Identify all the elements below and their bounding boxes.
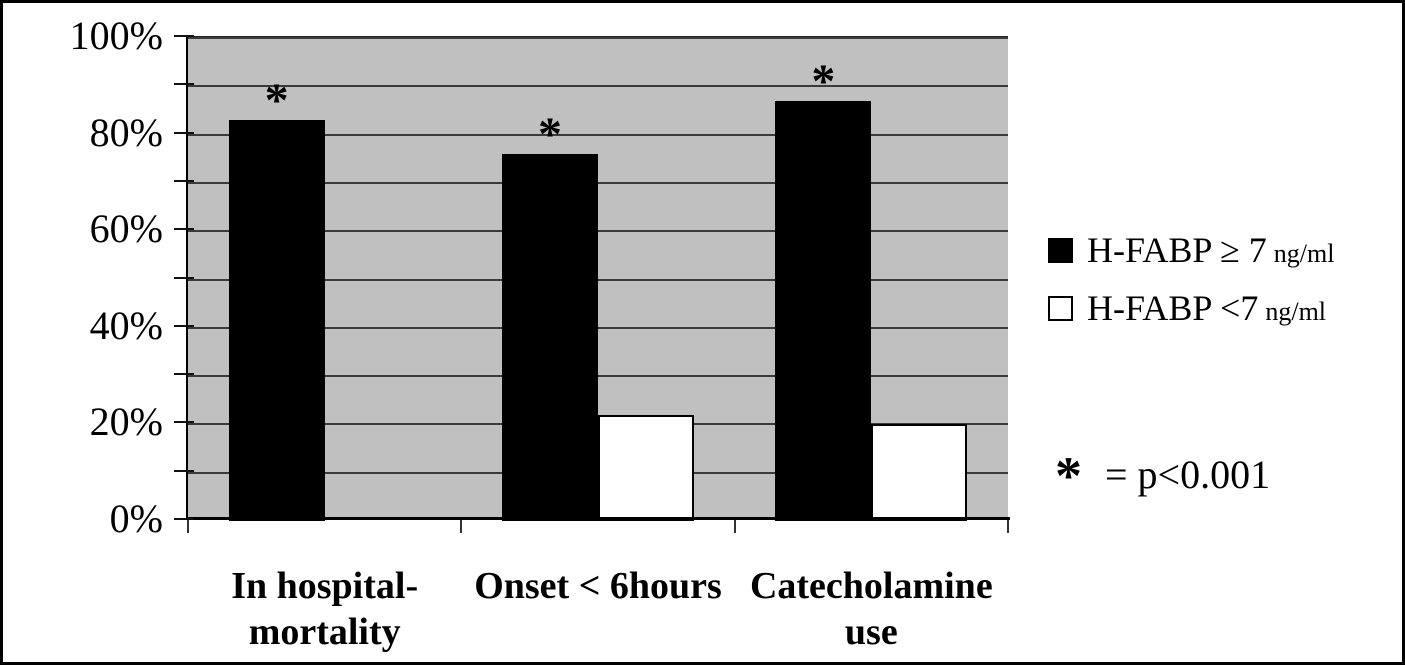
y-axis-tick: [174, 179, 194, 182]
p-value-note: = p<0.001: [1105, 452, 1271, 497]
significance-asterisk: *: [538, 107, 562, 161]
bar-series2-2: [598, 414, 694, 521]
y-axis-tick: [174, 518, 194, 520]
gridline-90: [188, 85, 1008, 88]
bar-series2-3: [871, 424, 968, 521]
legend: H-FABP ≥ 7 ng/ml H-FABP <7 ng/ml: [1048, 227, 1334, 343]
y-axis-label-80: 80%: [89, 109, 163, 155]
x-axis-label-3: Catecholamine use: [749, 565, 993, 653]
y-axis-label-0: 0%: [109, 496, 163, 541]
y-axis-tick: [174, 276, 194, 279]
gridline-50: [188, 278, 1008, 281]
y-axis-tick: [174, 373, 194, 376]
gridline-70: [188, 181, 1008, 184]
legend-unit: ng/ml: [1265, 297, 1327, 326]
bar-series1-3: [775, 100, 872, 521]
asterisk-symbol: *: [1055, 446, 1082, 506]
legend-swatch-filled-icon: [1048, 237, 1073, 263]
gridline-60: [188, 230, 1008, 233]
x-axis-label-1: In hospital-mortality: [231, 565, 419, 653]
legend-unit: ng/ml: [1273, 239, 1335, 268]
x-axis-label-2: Onset < 6hours: [474, 565, 722, 607]
significance-asterisk: *: [811, 54, 836, 108]
gridline-40: [188, 326, 1008, 329]
legend-label: H-FABP <7: [1087, 288, 1259, 328]
plot-area: * * *: [188, 36, 1008, 521]
x-axis-tick: [187, 520, 189, 533]
y-axis-label-20: 20%: [89, 399, 163, 445]
x-axis-tick: [1007, 520, 1009, 533]
gridline-30: [188, 375, 1008, 378]
legend-entry-text: H-FABP ≥ 7 ng/ml: [1087, 229, 1334, 271]
legend-entry-text: H-FABP <7 ng/ml: [1087, 287, 1326, 329]
legend-item-hfabp-ge-7: H-FABP ≥ 7 ng/ml: [1048, 227, 1334, 273]
gridline-100: [188, 37, 1008, 39]
y-axis-tick: [174, 324, 194, 327]
bar-series1-2: [502, 153, 598, 521]
y-axis-tick: [174, 131, 194, 134]
bar-series1-1: [228, 120, 325, 521]
y-axis-tick: [174, 228, 194, 231]
y-axis-label-40: 40%: [89, 302, 163, 348]
x-axis-tick: [460, 520, 463, 533]
y-axis-label-60: 60%: [89, 206, 163, 252]
legend-item-hfabp-lt-7: H-FABP <7 ng/ml: [1048, 285, 1334, 331]
x-axis-labels: In hospital-mortality Onset < 6hours Catec…: [188, 563, 1008, 655]
y-axis-tick: [174, 83, 194, 86]
y-axis-tick: [174, 35, 194, 37]
legend-label: H-FABP ≥ 7: [1087, 230, 1267, 270]
y-axis-tick: [174, 421, 194, 424]
x-axis-tick: [733, 520, 736, 533]
legend-swatch-hollow-icon: [1048, 295, 1073, 321]
x-axis-line: [186, 517, 1010, 520]
significance-asterisk: *: [264, 74, 289, 128]
y-axis-tick: [174, 469, 194, 472]
gridline-80: [188, 133, 1008, 136]
y-axis-label-100: 100%: [69, 13, 163, 58]
